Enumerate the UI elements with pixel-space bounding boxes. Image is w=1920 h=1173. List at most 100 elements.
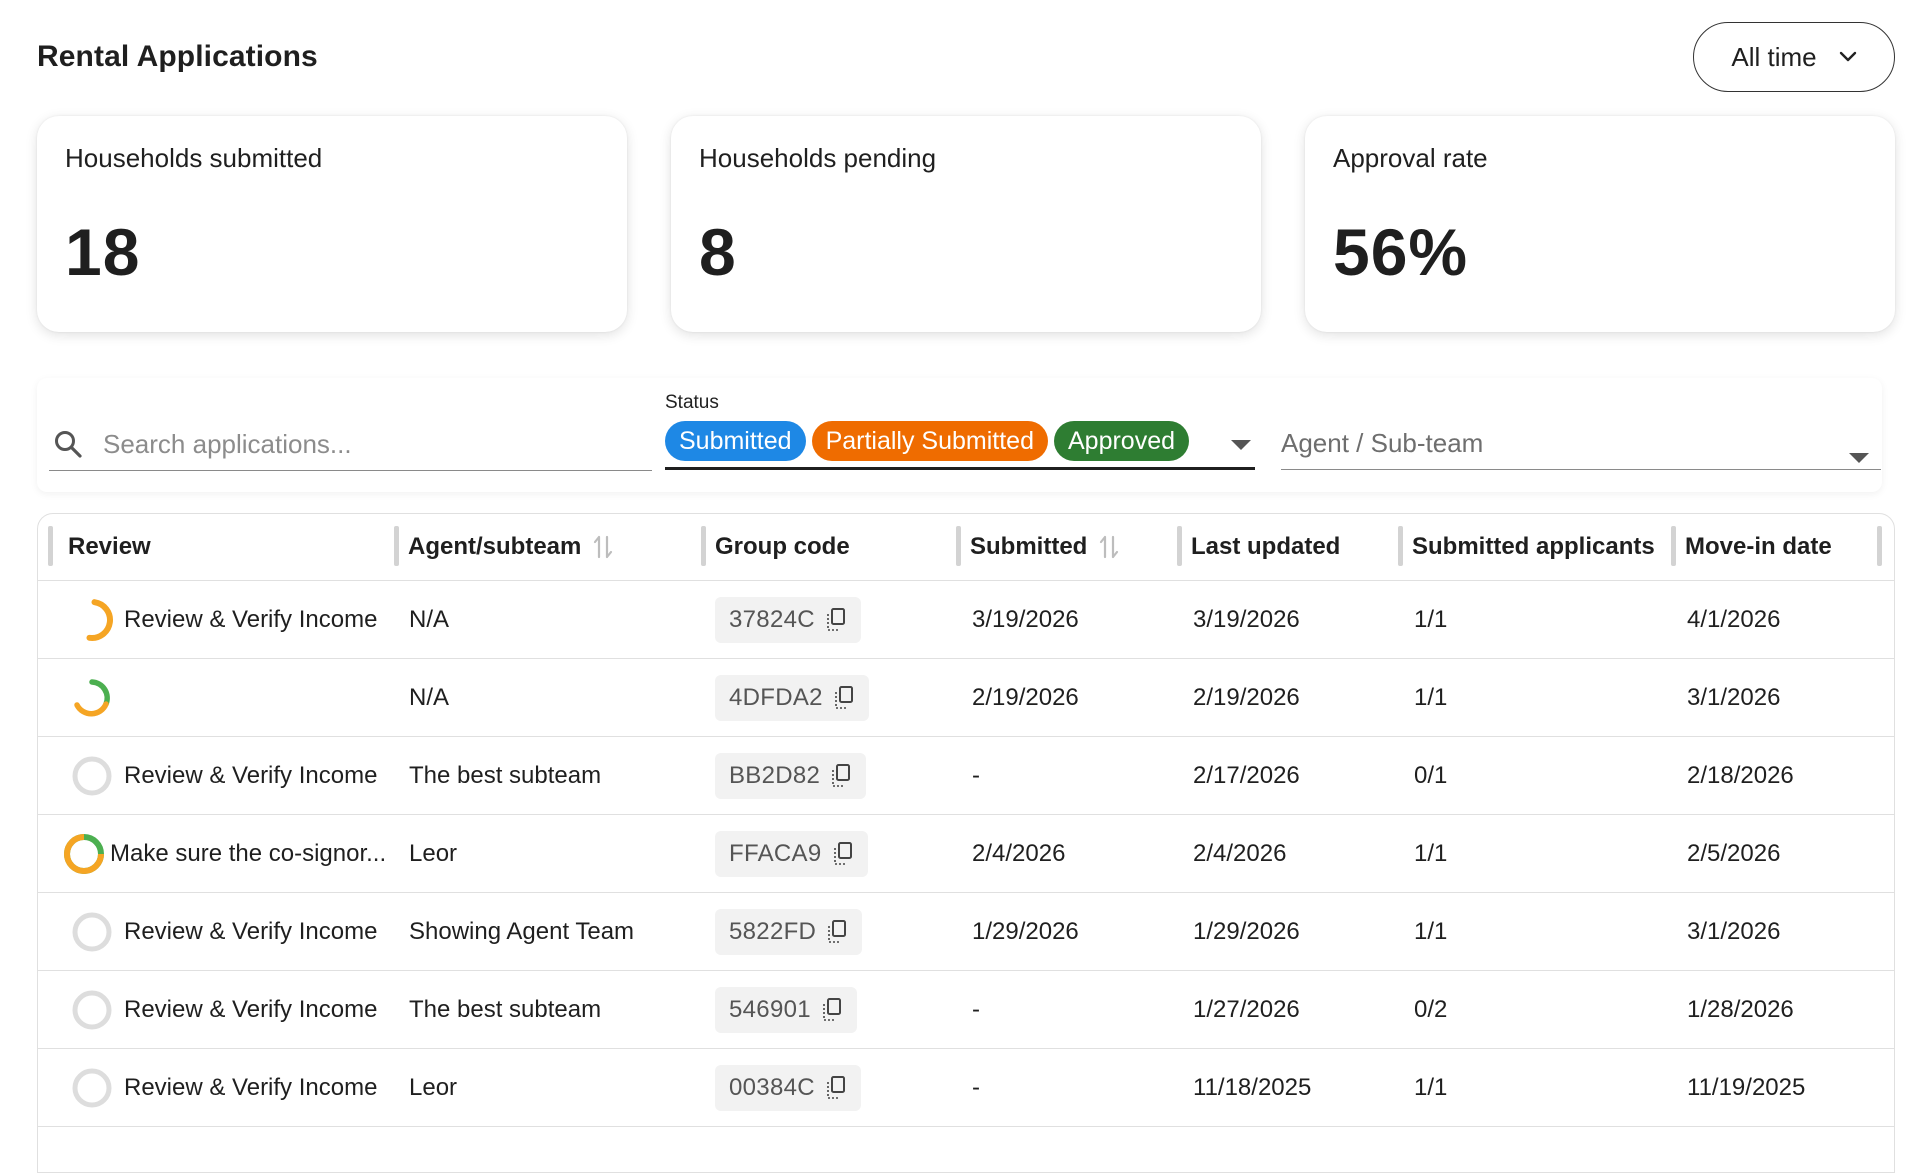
group-code-text: 546901: [729, 995, 811, 1023]
copy-icon[interactable]: [825, 1075, 847, 1101]
column-header-move-in-date[interactable]: Move-in date: [1671, 514, 1832, 580]
table-row[interactable]: Review & Verify Income Leor 00384C - 11/…: [38, 1049, 1894, 1127]
column-header-last-updated[interactable]: Last updated: [1177, 514, 1340, 580]
group-code-pill: 37824C: [715, 596, 861, 643]
copy-icon[interactable]: [830, 763, 852, 789]
group-code-text: 4DFDA2: [729, 683, 823, 711]
sort-icon[interactable]: [593, 534, 613, 560]
group-code-pill: BB2D82: [715, 752, 867, 799]
caret-down-icon: [1849, 440, 1869, 471]
copy-icon[interactable]: [832, 841, 854, 867]
column-header-submitted-applicants[interactable]: Submitted applicants: [1398, 514, 1655, 580]
last-updated-cell: 11/18/2025: [1193, 1073, 1312, 1101]
applicants-cell: 1/1: [1414, 839, 1448, 867]
group-code-pill: 5822FD: [715, 908, 863, 955]
submitted-cell: -: [972, 761, 980, 789]
table-row[interactable]: Review & Verify Income The best subteam …: [38, 971, 1894, 1049]
search-input[interactable]: [101, 427, 625, 461]
column-divider[interactable]: [1671, 526, 1676, 566]
stat-label: Households submitted: [65, 143, 323, 173]
move-in-cell: 11/19/2025: [1687, 1073, 1806, 1101]
column-divider[interactable]: [394, 526, 399, 566]
agent-cell: Leor: [409, 839, 458, 867]
applicants-cell: 1/1: [1414, 917, 1448, 945]
applications-table: Review Agent/subteam Group code Submitte…: [37, 513, 1895, 1173]
column-header-agent-subteam[interactable]: Agent/subteam: [394, 514, 613, 580]
submitted-cell: 3/19/2026: [972, 605, 1079, 633]
review-text: Review & Verify Income: [124, 917, 378, 945]
copy-icon[interactable]: [833, 685, 855, 711]
applicants-cell: 1/1: [1414, 1073, 1448, 1101]
column-header-review[interactable]: Review: [48, 514, 151, 580]
time-range-dropdown[interactable]: All time: [1693, 22, 1895, 92]
table-row[interactable]: N/A 4DFDA2 2/19/2026 2/19/2026 1/1 3/1/2…: [38, 659, 1894, 737]
group-code-cell: 5822FD: [715, 893, 863, 970]
status-filter-label: Status: [665, 392, 719, 413]
last-updated-cell: 2/17/2026: [1193, 761, 1300, 789]
agent-cell: N/A: [409, 605, 450, 633]
last-updated-cell: 3/19/2026: [1193, 605, 1300, 633]
move-in-cell: 4/1/2026: [1687, 605, 1781, 633]
agent-subteam-select[interactable]: Agent / Sub-team: [1281, 418, 1881, 470]
chevron-down-icon: [1839, 51, 1857, 63]
stat-label: Approval rate: [1333, 143, 1488, 173]
submitted-cell: 2/4/2026: [972, 839, 1066, 867]
review-cell: Review & Verify Income: [68, 737, 377, 814]
copy-icon[interactable]: [825, 607, 847, 633]
column-divider[interactable]: [1177, 526, 1182, 566]
column-header-label: Move-in date: [1685, 533, 1832, 560]
stat-card-approval-rate: Approval rate 56%: [1305, 116, 1895, 332]
last-updated-cell: 2/4/2026: [1193, 839, 1287, 867]
submitted-cell: 2/19/2026: [972, 683, 1079, 711]
table-row[interactable]: Review & Verify Income The best subteam …: [38, 737, 1894, 815]
column-divider[interactable]: [701, 526, 706, 566]
column-divider[interactable]: [1398, 526, 1403, 566]
group-code-pill: 4DFDA2: [715, 674, 869, 721]
status-chip-partially-submitted[interactable]: Partially Submitted: [811, 420, 1048, 461]
sort-icon[interactable]: [1099, 534, 1119, 560]
submitted-cell: -: [972, 995, 980, 1023]
review-text: Review & Verify Income: [124, 761, 378, 789]
caret-down-icon: [1231, 438, 1251, 456]
stat-value: 8: [699, 215, 737, 289]
time-range-value: All time: [1731, 41, 1817, 72]
empty-ring-progress-icon: [68, 752, 116, 800]
column-divider[interactable]: [956, 526, 961, 566]
last-updated-cell: 1/27/2026: [1193, 995, 1300, 1023]
copy-icon[interactable]: [821, 997, 843, 1023]
group-code-cell: FFACA9: [715, 815, 868, 892]
stat-label: Households pending: [699, 143, 937, 173]
move-in-cell: 3/1/2026: [1687, 683, 1781, 711]
group-code-cell: 4DFDA2: [715, 659, 869, 736]
column-header-group-code[interactable]: Group code: [701, 514, 850, 580]
column-divider[interactable]: [48, 526, 53, 566]
table-row[interactable]: Review & Verify Income N/A 37824C 3/19/2…: [38, 581, 1894, 659]
group-code-cell: 37824C: [715, 581, 861, 658]
group-code-text: FFACA9: [729, 839, 822, 867]
review-text: Review & Verify Income: [124, 1073, 378, 1101]
agent-cell: Leor: [409, 1073, 458, 1101]
review-cell: Review & Verify Income: [68, 581, 377, 658]
stat-card-households-pending: Households pending 8: [671, 116, 1261, 332]
agent-cell: N/A: [409, 683, 450, 711]
table-row[interactable]: Make sure the co-signor... Leor FFACA9 2…: [38, 815, 1894, 893]
move-in-cell: 3/1/2026: [1687, 917, 1781, 945]
column-header-submitted[interactable]: Submitted: [956, 514, 1119, 580]
table-row[interactable]: Review & Verify Income Showing Agent Tea…: [38, 893, 1894, 971]
empty-ring-progress-icon: [68, 986, 116, 1034]
status-chip-approved[interactable]: Approved: [1054, 420, 1190, 461]
applicants-cell: 0/2: [1414, 995, 1448, 1023]
review-text: Make sure the co-signor...: [110, 839, 387, 867]
page-title: Rental Applications: [37, 40, 318, 73]
status-chip-submitted[interactable]: Submitted: [665, 420, 806, 461]
last-updated-cell: 2/19/2026: [1193, 683, 1300, 711]
group-code-cell: BB2D82: [715, 737, 867, 814]
applicants-cell: 1/1: [1414, 605, 1448, 633]
column-divider[interactable]: [1877, 526, 1882, 566]
copy-icon[interactable]: [826, 919, 848, 945]
full-ring-progress-icon: [62, 832, 106, 876]
status-filter-select[interactable]: Submitted Partially Submitted Approved: [665, 418, 1255, 470]
column-header-label: Group code: [715, 533, 850, 560]
review-cell: Make sure the co-signor...: [62, 815, 386, 892]
group-code-text: 5822FD: [729, 917, 817, 945]
